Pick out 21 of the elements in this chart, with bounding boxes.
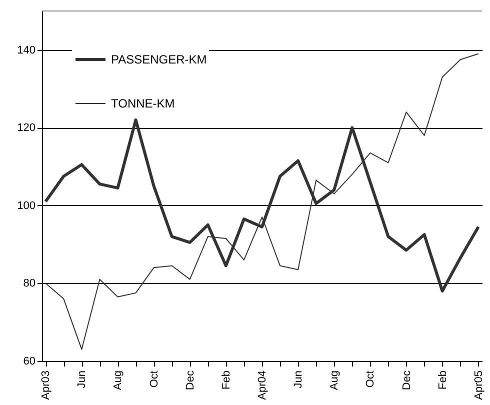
y-tick-label: 120 — [17, 122, 36, 134]
x-tick-label: Dec — [400, 370, 413, 390]
x-tick-label: Feb — [220, 370, 232, 390]
x-tick-label: Oct — [364, 370, 377, 388]
x-tick-label: Oct — [148, 370, 160, 388]
x-tick-label: Feb — [436, 370, 449, 390]
y-tick-label: 100 — [17, 200, 36, 212]
legend-label: TONNE-KM — [111, 96, 175, 110]
x-tick-label: Dec — [184, 370, 196, 390]
x-tick-label: Jun — [292, 370, 305, 388]
x-tick-label: Jun — [76, 370, 88, 388]
y-tick-label: 140 — [17, 44, 36, 56]
y-tick-label: 80 — [23, 278, 36, 290]
x-tick-label: Aug — [112, 370, 124, 390]
x-tick-label: Aug — [328, 370, 341, 390]
legend-label: PASSENGER-KM — [111, 52, 207, 66]
x-tick-label: Apr03 — [40, 370, 52, 400]
x-tick-label: Apr05 — [472, 370, 485, 400]
line-series — [45, 53, 479, 350]
x-tick-label: Apr04 — [256, 370, 268, 400]
y-tick-label: 60 — [23, 356, 36, 368]
